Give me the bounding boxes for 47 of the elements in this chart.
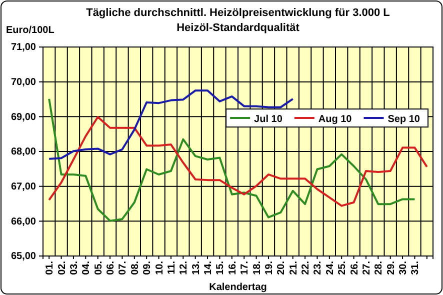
x-tick-label: 13. — [190, 260, 202, 275]
y-tick-label: 66,00 — [10, 216, 36, 228]
x-tick-label: 05. — [93, 260, 104, 275]
x-tick-label: 18. — [252, 260, 263, 275]
x-tick-label: 08. — [130, 260, 141, 275]
y-tick-label: 68,00 — [10, 146, 36, 158]
x-axis-title: Kalendertag — [209, 282, 267, 293]
x-tick-label: 24. — [324, 260, 336, 275]
x-tick-label: 28. — [374, 260, 385, 275]
y-tick-label: 67,00 — [10, 182, 36, 193]
x-tick-label: 17. — [240, 260, 251, 275]
legend-label: Aug 10 — [318, 114, 352, 125]
line-series — [48, 90, 294, 160]
legend-label: Sep 10 — [388, 114, 420, 125]
y-tick-label: 65,00 — [10, 251, 36, 262]
x-tick-label: 31. — [410, 260, 422, 275]
x-tick-label: 14. — [203, 260, 214, 275]
x-tick-label: 25. — [337, 260, 348, 275]
x-tick-label: 15. — [215, 260, 226, 275]
x-tick-label: 07. — [118, 260, 129, 275]
chart-title: Tägliche durchschnittl. Heizölpreisentwicklung für 3.000 L — [86, 7, 390, 19]
x-tick-label: 16. — [227, 260, 238, 275]
x-tick-label: 01. — [44, 260, 56, 275]
x-tick-label: 03. — [68, 260, 80, 275]
x-tick-label: 30. — [398, 260, 410, 275]
x-tick-label: 26. — [349, 260, 360, 275]
x-tick-label: 11. — [166, 260, 178, 274]
x-tick-label: 22. — [300, 260, 312, 275]
x-tick-label: 10. — [154, 260, 166, 275]
x-tick-label: 21. — [288, 260, 300, 275]
x-tick-label: 20. — [276, 260, 288, 275]
x-tick-label: 06. — [106, 260, 117, 275]
x-tick-label: 23. — [312, 260, 324, 275]
y-tick-label: 69,00 — [10, 112, 36, 123]
y-tick-label: 70,00 — [10, 77, 36, 88]
x-tick-label: 29. — [386, 260, 397, 275]
chart-subtitle: Heizöl-Standardqualität — [176, 22, 300, 34]
y-tick-label: 71,00 — [10, 42, 36, 54]
line-series — [48, 116, 428, 207]
x-tick-label: 12. — [178, 260, 190, 275]
x-tick-label: 04. — [81, 260, 92, 275]
x-tick-label: 02. — [56, 260, 68, 275]
legend-label: Jul 10 — [254, 114, 283, 125]
x-tick-label: 27. — [361, 260, 372, 275]
y-axis-title: Euro/100L — [6, 25, 54, 36]
x-tick-label: 09. — [142, 260, 154, 275]
x-tick-label: 19. — [264, 260, 275, 275]
